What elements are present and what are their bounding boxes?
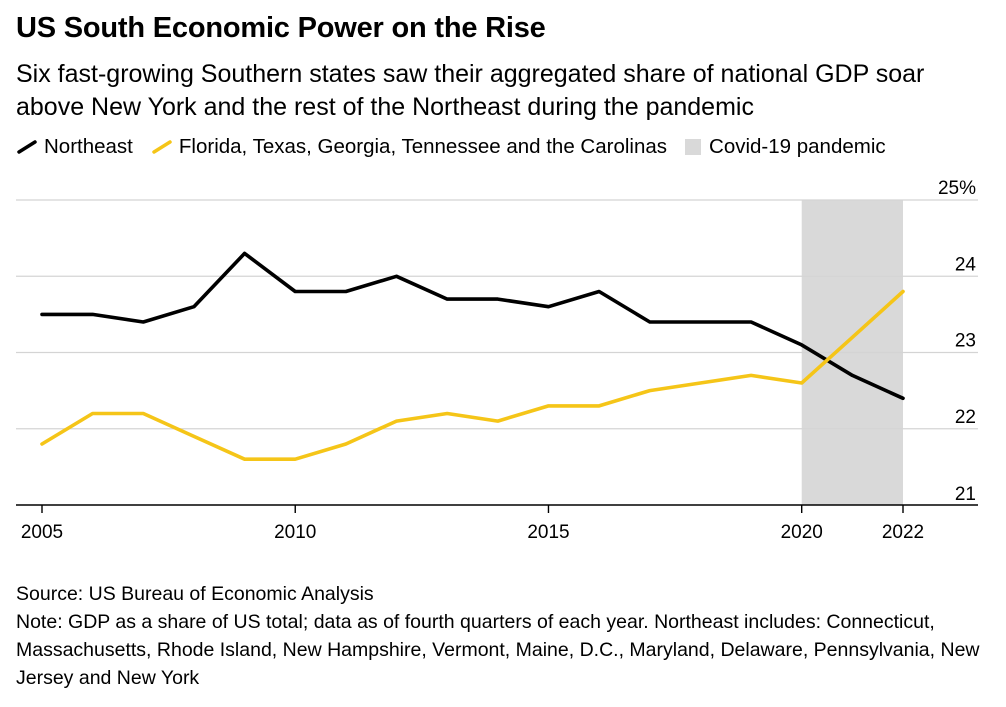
y-tick-label-23: 23 xyxy=(955,331,976,352)
chart-footer: Source: US Bureau of Economic Analysis N… xyxy=(16,580,991,692)
x-tick-label-2010: 2010 xyxy=(274,522,316,543)
legend-item-northeast: Northeast xyxy=(16,135,133,159)
x-tick-label-2015: 2015 xyxy=(527,522,569,543)
y-tick-label-24: 24 xyxy=(955,254,977,275)
series-line-south xyxy=(40,289,905,462)
legend-label-pandemic: Covid-19 pandemic xyxy=(709,135,886,158)
source-note: Source: US Bureau of Economic Analysis xyxy=(16,583,374,605)
y-tick-label-22: 22 xyxy=(955,407,976,428)
y-tick-label-21: 21 xyxy=(955,484,976,505)
x-tick-label-2022: 2022 xyxy=(882,522,924,543)
legend-label-northeast: Northeast xyxy=(44,135,133,158)
series-line-northeast xyxy=(40,251,905,401)
line-chart: 21 22 23 24 25% 2005 2010 2015 2020 2022 xyxy=(16,178,978,543)
chart-subtitle: Six fast-growing Southern states saw the… xyxy=(16,60,925,121)
x-tick-label-2005: 2005 xyxy=(21,522,63,543)
legend: Northeast Florida, Texas, Georgia, Tenne… xyxy=(16,135,886,159)
legend-swatch-pandemic xyxy=(685,139,702,155)
legend-swatch-south xyxy=(152,140,172,154)
y-tick-label-25: 25% xyxy=(938,178,976,199)
legend-swatch-northeast xyxy=(17,140,37,154)
methodology-note: Note: GDP as a share of US total; data a… xyxy=(16,611,980,689)
legend-item-south: Florida, Texas, Georgia, Tennessee and t… xyxy=(151,135,667,159)
chart-title: US South Economic Power on the Rise xyxy=(16,12,546,44)
legend-item-pandemic: Covid-19 pandemic xyxy=(685,135,886,159)
x-tick-label-2020: 2020 xyxy=(781,522,823,543)
legend-label-south: Florida, Texas, Georgia, Tennessee and t… xyxy=(178,135,668,158)
